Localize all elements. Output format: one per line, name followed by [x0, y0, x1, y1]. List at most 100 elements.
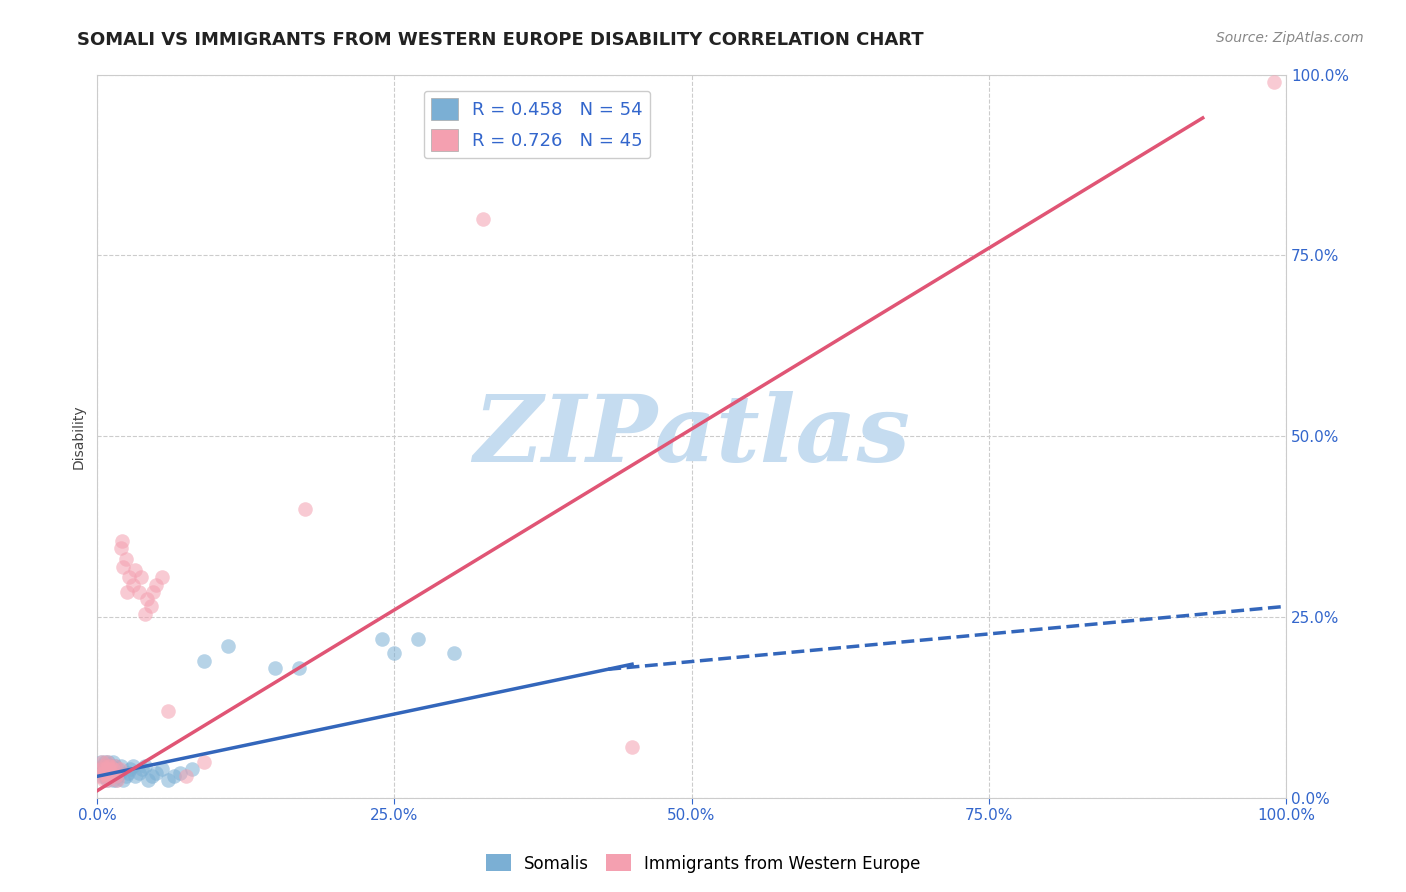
Point — [128, 765, 150, 780]
Point — [101, 762, 124, 776]
Point — [104, 765, 127, 780]
Point — [105, 772, 128, 787]
Point — [114, 552, 136, 566]
Point — [108, 765, 131, 780]
Point — [139, 599, 162, 614]
Point — [94, 765, 117, 780]
Point — [97, 758, 120, 772]
Point — [110, 758, 132, 772]
Point — [98, 769, 121, 783]
Point — [105, 772, 128, 787]
Point — [181, 762, 204, 776]
Point — [91, 765, 114, 780]
Point — [105, 769, 128, 783]
Point — [128, 585, 150, 599]
Point — [120, 762, 142, 776]
Point — [136, 772, 159, 787]
Point — [294, 501, 316, 516]
Legend: R = 0.458   N = 54, R = 0.726   N = 45: R = 0.458 N = 54, R = 0.726 N = 45 — [423, 91, 650, 158]
Point — [90, 769, 112, 783]
Point — [152, 762, 174, 776]
Point — [100, 765, 122, 780]
Point — [124, 563, 146, 577]
Point — [443, 646, 465, 660]
Point — [93, 762, 115, 776]
Point — [112, 559, 135, 574]
Point — [371, 632, 394, 646]
Point — [97, 758, 120, 772]
Point — [98, 762, 121, 776]
Point — [472, 212, 495, 227]
Point — [157, 772, 180, 787]
Point — [141, 769, 163, 783]
Point — [98, 758, 121, 772]
Point — [174, 769, 197, 783]
Point — [621, 740, 644, 755]
Point — [118, 570, 141, 584]
Point — [163, 769, 186, 783]
Point — [96, 772, 118, 787]
Point — [94, 769, 117, 783]
Point — [105, 769, 128, 783]
Text: SOMALI VS IMMIGRANTS FROM WESTERN EUROPE DISABILITY CORRELATION CHART: SOMALI VS IMMIGRANTS FROM WESTERN EUROPE… — [77, 31, 924, 49]
Point — [131, 762, 153, 776]
Point — [136, 592, 159, 607]
Point — [94, 755, 117, 769]
Point — [117, 765, 139, 780]
Point — [134, 607, 156, 621]
Point — [91, 758, 114, 772]
Point — [129, 570, 152, 584]
Point — [101, 772, 124, 787]
Text: Source: ZipAtlas.com: Source: ZipAtlas.com — [1216, 31, 1364, 45]
Point — [97, 762, 120, 776]
Point — [100, 765, 122, 780]
Point — [112, 772, 135, 787]
Point — [115, 585, 138, 599]
Point — [97, 765, 120, 780]
Point — [124, 769, 146, 783]
Point — [193, 755, 215, 769]
Point — [100, 758, 122, 772]
Point — [121, 758, 143, 772]
Point — [193, 654, 215, 668]
Point — [103, 762, 125, 776]
Point — [145, 765, 167, 780]
Point — [107, 762, 129, 776]
Point — [97, 762, 120, 776]
Point — [89, 762, 111, 776]
Point — [152, 570, 174, 584]
Point — [96, 758, 118, 772]
Point — [169, 765, 191, 780]
Legend: Somalis, Immigrants from Western Europe: Somalis, Immigrants from Western Europe — [479, 847, 927, 880]
Point — [93, 772, 115, 787]
Point — [101, 755, 124, 769]
Point — [98, 769, 121, 783]
Point — [157, 704, 180, 718]
Point — [90, 762, 112, 776]
Point — [97, 765, 120, 780]
Point — [114, 769, 136, 783]
Text: ZIPatlas: ZIPatlas — [472, 392, 910, 482]
Point — [91, 765, 114, 780]
Point — [264, 661, 287, 675]
Point — [94, 762, 117, 776]
Point — [104, 758, 127, 772]
Point — [90, 755, 112, 769]
Point — [382, 646, 405, 660]
Point — [97, 755, 120, 769]
Point — [91, 758, 114, 772]
Point — [96, 755, 118, 769]
Point — [288, 661, 311, 675]
Point — [1263, 75, 1285, 89]
Point — [142, 585, 165, 599]
Point — [89, 769, 111, 783]
Point — [134, 758, 156, 772]
Point — [90, 755, 112, 769]
Point — [108, 762, 131, 776]
Y-axis label: Disability: Disability — [72, 404, 86, 468]
Point — [103, 769, 125, 783]
Point — [96, 769, 118, 783]
Point — [406, 632, 429, 646]
Point — [110, 541, 132, 556]
Point — [104, 758, 127, 772]
